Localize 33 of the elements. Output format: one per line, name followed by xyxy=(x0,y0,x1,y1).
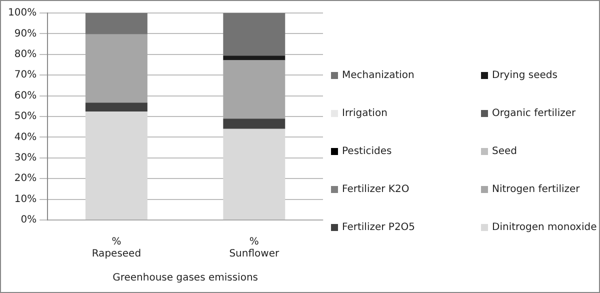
bar xyxy=(223,13,286,56)
bar xyxy=(223,118,286,129)
bar xyxy=(85,13,148,34)
y-tick-label: 50% xyxy=(14,111,37,122)
y-tick-label: 20% xyxy=(14,173,37,184)
x-tick-label: % Sunflower xyxy=(229,236,280,260)
bar xyxy=(85,102,148,112)
y-tick-label: 40% xyxy=(14,132,37,143)
x-tick-label: % Rapeseed xyxy=(92,236,142,260)
y-tick-label: 60% xyxy=(14,90,37,102)
bar xyxy=(85,34,148,103)
y-tick-label: 90% xyxy=(14,28,37,40)
legend-label: Fertilizer P2O5 xyxy=(341,221,416,235)
legend-label: Nitrogen fertilizer xyxy=(491,183,581,197)
legend-label: Fertilizer K2O xyxy=(341,183,410,197)
y-tick-label: 30% xyxy=(14,152,37,164)
y-tick-label: 100% xyxy=(8,8,37,19)
legend-label: Pesticides xyxy=(341,145,393,159)
legend-label: Seed xyxy=(491,145,518,159)
x-axis-title: Greenhouse gases emissions xyxy=(112,272,258,284)
bar xyxy=(223,60,286,119)
bar xyxy=(223,56,286,60)
y-tick-label: 80% xyxy=(14,48,37,60)
bar xyxy=(223,128,286,220)
y-tick-label: 10% xyxy=(14,194,37,205)
y-tick-label: 70% xyxy=(14,70,37,81)
bar xyxy=(85,112,148,220)
legend-label: Drying seeds xyxy=(491,69,558,83)
legend-label: Dinitrogen monoxide xyxy=(491,221,598,235)
legend-label: Organic fertilizer xyxy=(491,107,577,121)
legend-label: Mechanization xyxy=(341,69,416,83)
legend-label: Irrigation xyxy=(341,107,388,121)
y-tick-label: 0% xyxy=(20,214,37,226)
